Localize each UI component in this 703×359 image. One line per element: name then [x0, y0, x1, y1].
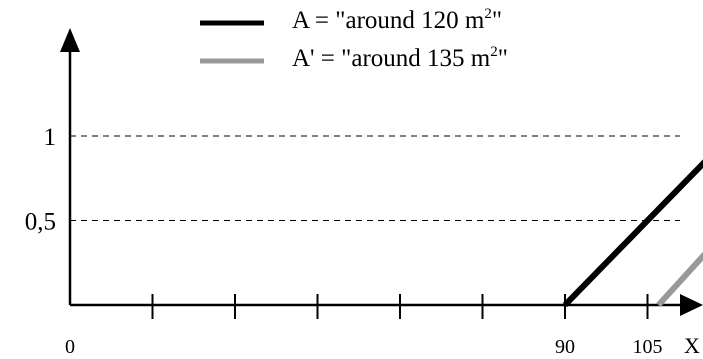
- y-axis-arrow: [60, 28, 80, 52]
- y-tick-label-1: 0,5: [25, 209, 56, 236]
- tick-labels: 10,5090105120135150165: [25, 124, 663, 358]
- x-tick-label-1: 90: [555, 336, 575, 358]
- legend-label-b: A' = "around 135 m2": [292, 44, 508, 72]
- x-tick-label-2: 105: [633, 336, 663, 358]
- axes: [60, 28, 703, 316]
- legend-label-a: A = "around 120 m2": [292, 6, 502, 34]
- x-axis-label: X: [684, 333, 700, 358]
- legend: A = "around 120 m2" A' = "around 135 m2": [200, 6, 508, 72]
- x-axis-arrow: [680, 294, 703, 316]
- grid: [70, 135, 680, 221]
- series-line-0: [562, 159, 703, 308]
- y-tick-label-0: 1: [44, 124, 57, 151]
- x-ticks: [151, 294, 649, 319]
- x-tick-label-0: 0: [65, 336, 75, 358]
- series: [562, 159, 703, 308]
